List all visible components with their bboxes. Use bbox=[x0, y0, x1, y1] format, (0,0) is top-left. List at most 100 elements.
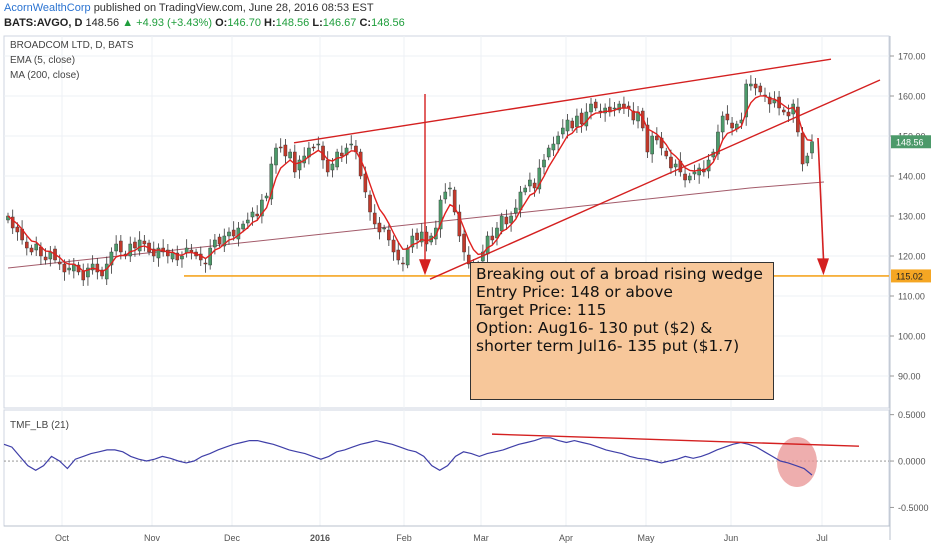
candle-body bbox=[537, 167, 542, 190]
candle-body bbox=[598, 110, 603, 113]
candle-body bbox=[655, 135, 659, 141]
time-tick-label: Feb bbox=[396, 533, 412, 543]
candle-body bbox=[528, 179, 532, 187]
candle-body bbox=[716, 131, 720, 155]
ohlc-line: BATS:AVGO, D 148.56 ▲ +4.93 (+3.43%) O:1… bbox=[4, 17, 405, 29]
tmf-tick-label: -0.5000 bbox=[898, 503, 929, 513]
candle-body bbox=[556, 135, 560, 145]
candle-body bbox=[293, 151, 297, 173]
wedge-upper-line bbox=[293, 58, 832, 144]
open-value: 146.70 bbox=[227, 17, 261, 29]
chart-header: AcornWealthCorp published on TradingView… bbox=[0, 0, 932, 36]
price-tick-label: 120.00 bbox=[898, 252, 926, 262]
candle-body bbox=[720, 115, 725, 133]
candle-body bbox=[81, 270, 86, 281]
candle-body bbox=[664, 150, 669, 157]
candle-body bbox=[612, 107, 617, 110]
legend-ema: EMA (5, close) bbox=[10, 55, 75, 66]
trend-drawings bbox=[184, 58, 889, 280]
candle-body bbox=[255, 213, 259, 217]
candle-body bbox=[90, 263, 95, 271]
low-label: L: bbox=[312, 17, 323, 29]
candle-body bbox=[250, 211, 255, 218]
candle-body bbox=[86, 267, 90, 278]
candle-body bbox=[217, 236, 222, 245]
time-tick-label: Jun bbox=[724, 533, 739, 543]
tmf-layer bbox=[3, 433, 889, 487]
tmf-tick-label: 0.0000 bbox=[898, 457, 926, 467]
legend-ma: MA (200, close) bbox=[10, 70, 79, 81]
candle-body bbox=[396, 249, 401, 261]
candle-body bbox=[504, 216, 509, 225]
candle-body bbox=[579, 112, 584, 125]
candle-body bbox=[62, 263, 67, 273]
candle-body bbox=[744, 83, 748, 118]
candle-body bbox=[358, 151, 363, 177]
ma200-layer bbox=[7, 181, 825, 269]
tmf-divergence-line bbox=[491, 433, 860, 447]
candle-body bbox=[104, 263, 109, 280]
candle-body bbox=[189, 249, 194, 253]
candle-body bbox=[222, 235, 227, 247]
candle-body bbox=[227, 231, 231, 237]
candle-body bbox=[810, 141, 814, 154]
candle-body bbox=[697, 167, 701, 176]
candle-body bbox=[368, 194, 372, 213]
author-link[interactable]: AcornWealthCorp bbox=[4, 2, 91, 14]
close-label: C: bbox=[359, 17, 372, 29]
candle-body bbox=[109, 251, 114, 266]
candle-body bbox=[490, 235, 495, 241]
candle-body bbox=[133, 241, 137, 249]
candle-body bbox=[100, 269, 104, 277]
candle-body bbox=[25, 241, 29, 249]
legend-title: BROADCOM LTD, D, BATS bbox=[10, 40, 134, 51]
low-value: 146.67 bbox=[322, 17, 357, 29]
candle-body bbox=[561, 127, 565, 135]
candle-body bbox=[203, 262, 208, 265]
tmf-line bbox=[3, 437, 813, 476]
candle-body bbox=[213, 239, 217, 248]
tmf-legend: TMF_LB (21) bbox=[10, 420, 69, 431]
candle-body bbox=[43, 256, 48, 261]
down-arrow-icon bbox=[817, 258, 829, 276]
annotation-line-3: Target Price: 115 bbox=[476, 301, 607, 319]
candle-body bbox=[570, 120, 575, 129]
publish-line: AcornWealthCorp published on TradingView… bbox=[4, 2, 374, 14]
candle-body bbox=[589, 103, 593, 113]
candle-body bbox=[546, 147, 551, 158]
candle-body bbox=[781, 109, 786, 113]
ema-layer bbox=[7, 95, 813, 273]
candle-body bbox=[565, 119, 570, 132]
tmf-tick-label: 0.5000 bbox=[898, 410, 926, 420]
candle-body bbox=[622, 103, 626, 109]
candle-body bbox=[349, 143, 354, 146]
candle-body bbox=[391, 239, 396, 253]
high-label: H: bbox=[264, 17, 276, 29]
candle-body bbox=[34, 243, 39, 251]
price-tick-label: 140.00 bbox=[898, 172, 926, 182]
candlestick-layer bbox=[6, 75, 814, 286]
candle-body bbox=[15, 226, 20, 233]
ma200-line bbox=[7, 181, 825, 269]
candle-body bbox=[180, 255, 184, 260]
axes: 90.00100.00110.00120.00130.00140.00150.0… bbox=[4, 36, 931, 543]
candle-body bbox=[786, 111, 791, 117]
candle-body bbox=[119, 240, 123, 253]
open-label: O: bbox=[215, 17, 228, 29]
candle-body bbox=[485, 235, 490, 255]
last-price-tag bbox=[891, 135, 931, 149]
last-price-label: 148.56 bbox=[896, 137, 924, 147]
candle-body bbox=[457, 211, 462, 237]
price-tick-label: 100.00 bbox=[898, 332, 926, 342]
candle-body bbox=[151, 248, 156, 257]
price-pane-frame bbox=[3, 35, 890, 409]
candle-body bbox=[264, 195, 269, 199]
candle-body bbox=[137, 239, 142, 252]
candle-body bbox=[523, 187, 527, 193]
last-price: 148.56 bbox=[85, 17, 120, 29]
candle-body bbox=[631, 110, 636, 121]
candle-body bbox=[448, 187, 452, 190]
candle-body bbox=[640, 110, 645, 129]
time-tick-label: Oct bbox=[55, 533, 70, 543]
